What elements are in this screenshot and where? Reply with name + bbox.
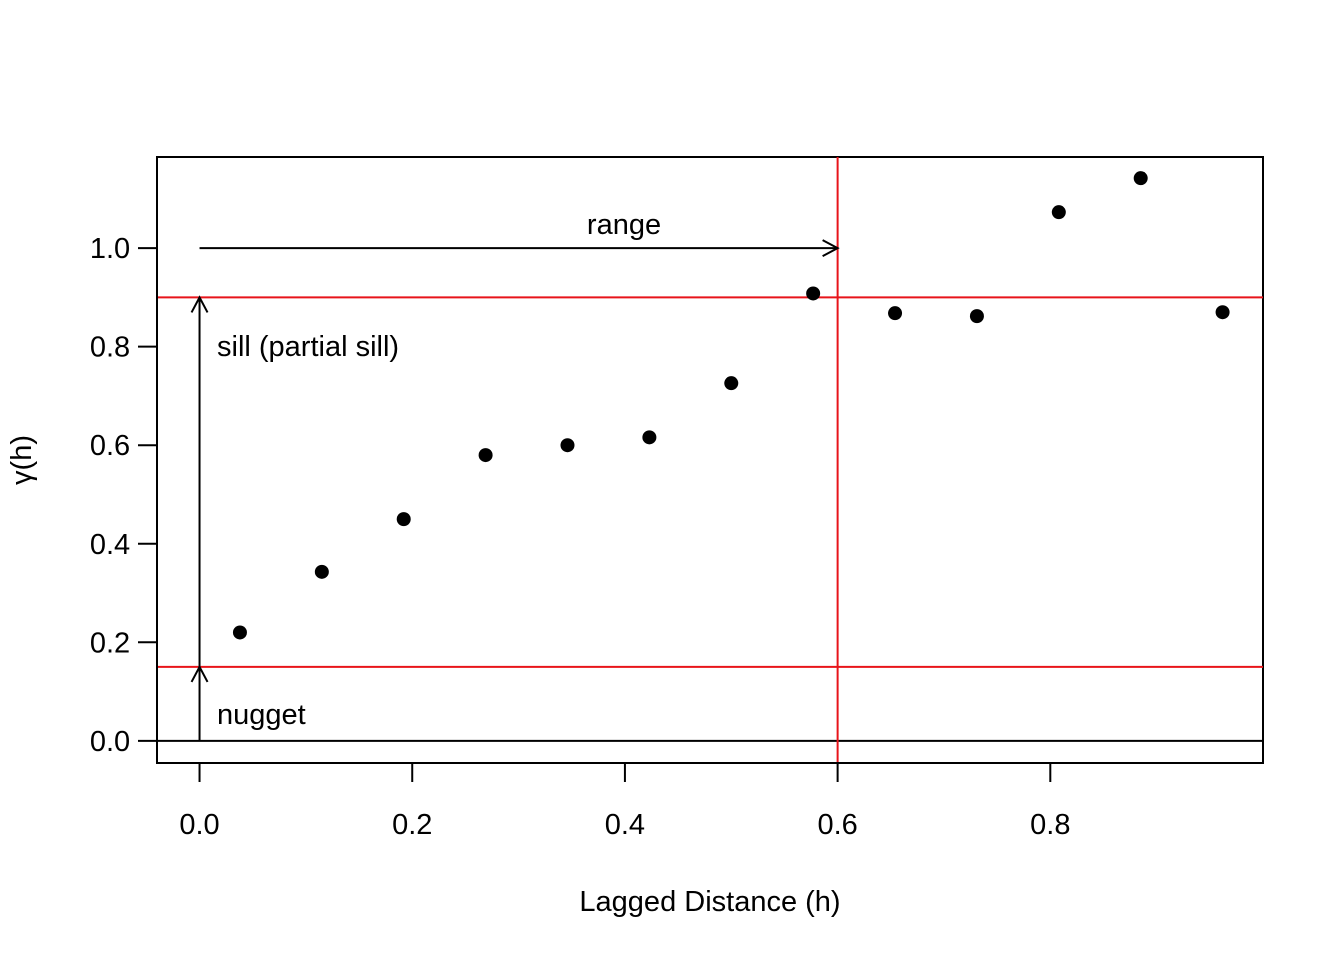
x-tick-label: 0.4 (605, 809, 645, 841)
x-axis: 0.0 0.2 0.4 0.6 0.8 (179, 762, 1070, 841)
data-point (724, 376, 739, 391)
sill-arrow-head (190, 295, 209, 313)
data-point (969, 309, 984, 324)
range-label: range (587, 209, 661, 241)
y-tick-label: 0.8 (90, 332, 130, 364)
data-point (314, 564, 329, 579)
reference-lines (157, 157, 1263, 763)
data-point (1215, 305, 1230, 320)
data-point (642, 430, 657, 445)
range-arrow-head (822, 239, 840, 258)
data-point (888, 306, 903, 321)
x-tick-label: 0.0 (179, 809, 219, 841)
y-tick-label: 0.4 (90, 529, 130, 561)
x-tick-label: 0.2 (392, 809, 432, 841)
annotation-arrows (190, 239, 840, 741)
nugget-arrow-head (190, 664, 209, 683)
data-point (232, 625, 247, 640)
data-point (396, 512, 411, 527)
data-point (806, 286, 821, 301)
y-tick-label: 0.0 (90, 726, 130, 758)
y-axis-title: γ(h) (6, 435, 38, 485)
y-axis: 0.0 0.2 0.4 0.6 0.8 1.0 (90, 233, 158, 758)
x-axis-title: Lagged Distance (h) (579, 886, 840, 918)
y-tick-label: 0.6 (90, 430, 130, 462)
x-tick-label: 0.8 (1030, 809, 1070, 841)
data-point (1051, 205, 1066, 220)
sill-label: sill (partial sill) (217, 331, 399, 363)
y-tick-label: 0.2 (90, 627, 130, 659)
data-point (1133, 171, 1148, 186)
data-points (232, 171, 1230, 640)
nugget-label: nugget (217, 699, 306, 731)
y-tick-label: 1.0 (90, 233, 130, 265)
data-point (560, 438, 575, 453)
data-point (478, 448, 493, 463)
x-tick-label: 0.6 (817, 809, 857, 841)
